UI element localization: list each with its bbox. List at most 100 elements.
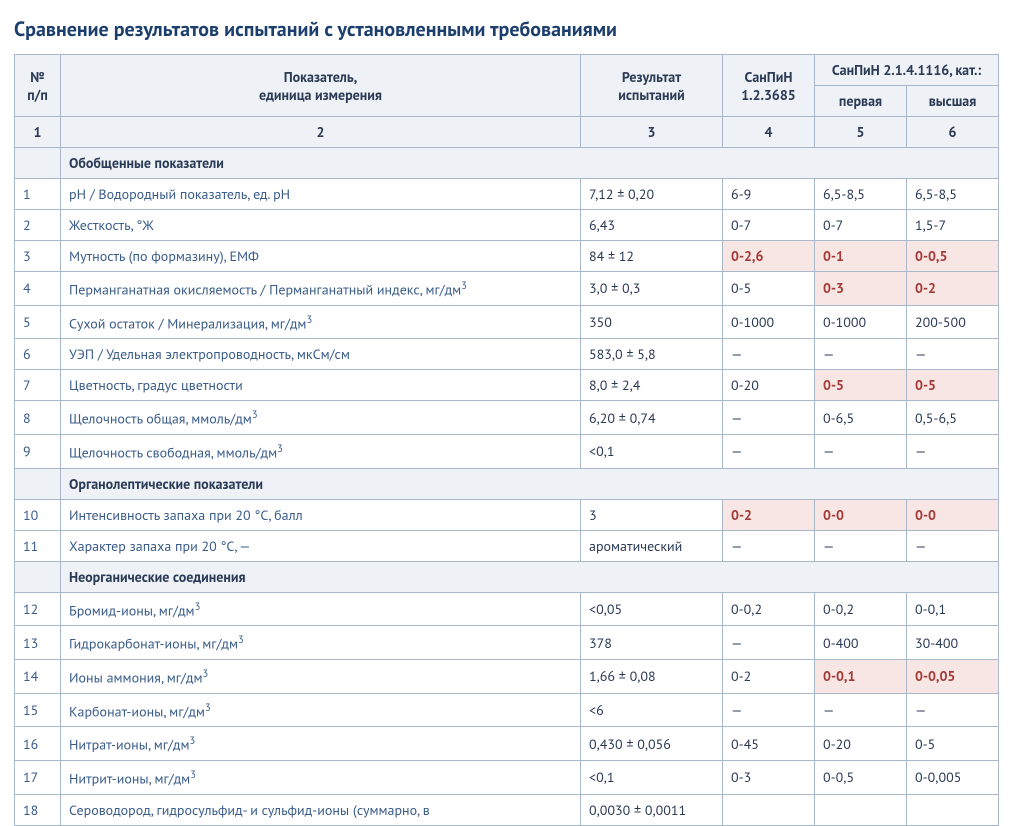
cell-san2-high: 0-0,1 [907,592,999,626]
cell-san2-high: 0-2 [907,272,999,306]
cell-name: Перманганатная окисляемость / Пермангана… [61,272,581,306]
cell-name: Цветность, градус цветности [61,370,581,401]
table-row: 6УЭП / Удельная электропроводность, мкСм… [15,339,999,370]
colnum-4: 4 [723,117,815,148]
cell-result: 6,20 ± 0,74 [581,401,723,435]
cell-result: 0,430 ± 0,056 [581,727,723,761]
cell-san2-first: 0-0,1 [815,659,907,693]
cell-san2-first: 0-3 [815,272,907,306]
cell-name: УЭП / Удельная электропроводность, мкСм/… [61,339,581,370]
table-body: Обобщенные показатели1pH / Водородный по… [15,148,999,826]
cell-name: Нитрит-ионы, мг/дм3 [61,760,581,794]
cell-result: <6 [581,693,723,727]
cell-san2-first: 0-0 [815,499,907,530]
column-number-row: 1 2 3 4 5 6 [15,117,999,148]
cell-san1: 0-0,2 [723,592,815,626]
col-header-san2-group: СанПиН 2.1.4.1116, кат.: [815,55,999,86]
cell-san2-high: — [907,434,999,468]
cell-san2-high: 0-5 [907,727,999,761]
cell-san2-high: 0-0,05 [907,659,999,693]
cell-san2-high: — [907,339,999,370]
cell-san1: 0-45 [723,727,815,761]
cell-san2-high: — [907,693,999,727]
col-header-name: Показатель,единица измерения [61,55,581,117]
results-table: №п/п Показатель,единица измерения Резуль… [14,54,999,826]
cell-san2-high: — [907,530,999,561]
cell-san2-high: 0-5 [907,370,999,401]
cell-result: 350 [581,305,723,339]
table-row: 10Интенсивность запаха при 20 °С, балл30… [15,499,999,530]
cell-name: Щелочность общая, ммоль/дм3 [61,401,581,435]
cell-san1: 0-2 [723,659,815,693]
cell-san2-first: 0-0,5 [815,760,907,794]
cell-num: 17 [15,760,61,794]
cell-san2-first: 0-7 [815,210,907,241]
cell-san1 [723,794,815,825]
cell-num: 12 [15,592,61,626]
cell-san2-first: — [815,693,907,727]
col-header-num: №п/п [15,55,61,117]
section-num-blank [15,148,61,179]
table-row: 17Нитрит-ионы, мг/дм3<0,10-30-0,50-0,005 [15,760,999,794]
cell-num: 7 [15,370,61,401]
page-title: Сравнение результатов испытаний с устано… [14,16,999,42]
cell-num: 13 [15,626,61,660]
table-row: 1pH / Водородный показатель, ед. pH7,12 … [15,179,999,210]
cell-result: 3,0 ± 0,3 [581,272,723,306]
cell-san2-first: 0-400 [815,626,907,660]
table-head: №п/п Показатель,единица измерения Резуль… [15,55,999,148]
cell-san2-first [815,794,907,825]
section-num-blank [15,468,61,499]
cell-san2-first: 0-5 [815,370,907,401]
cell-result: <0,1 [581,434,723,468]
cell-num: 1 [15,179,61,210]
section-row: Органолептические показатели [15,468,999,499]
table-row: 9Щелочность свободная, ммоль/дм3<0,1——— [15,434,999,468]
cell-name: Ионы аммония, мг/дм3 [61,659,581,693]
table-row: 7Цветность, градус цветности8,0 ± 2,40-2… [15,370,999,401]
table-row: 4Перманганатная окисляемость / Перманган… [15,272,999,306]
cell-san1: — [723,626,815,660]
cell-san1: 0-20 [723,370,815,401]
cell-san1: 0-5 [723,272,815,306]
table-row: 11Характер запаха при 20 °С, —ароматичес… [15,530,999,561]
cell-san1: 6-9 [723,179,815,210]
cell-num: 11 [15,530,61,561]
cell-name: Характер запаха при 20 °С, — [61,530,581,561]
cell-san1: — [723,339,815,370]
colnum-6: 6 [907,117,999,148]
cell-num: 5 [15,305,61,339]
section-title: Неорганические соединения [61,561,999,592]
cell-result: 0,0030 ± 0,0011 [581,794,723,825]
table-row: 18Сероводород, гидросульфид- и сульфид-и… [15,794,999,825]
cell-san1: — [723,530,815,561]
table-row: 8Щелочность общая, ммоль/дм36,20 ± 0,74—… [15,401,999,435]
colnum-1: 1 [15,117,61,148]
colnum-2: 2 [61,117,581,148]
cell-san2-first: 6,5-8,5 [815,179,907,210]
cell-san2-high: 6,5-8,5 [907,179,999,210]
cell-san2-high: 0-0,5 [907,241,999,272]
cell-result: <0,05 [581,592,723,626]
cell-san2-high [907,794,999,825]
cell-san2-first: 0-1000 [815,305,907,339]
cell-num: 4 [15,272,61,306]
section-row: Обобщенные показатели [15,148,999,179]
table-row: 13Гидрокарбонат-ионы, мг/дм3378—0-40030-… [15,626,999,660]
cell-name: Карбонат-ионы, мг/дм3 [61,693,581,727]
cell-san1: 0-7 [723,210,815,241]
table-row: 5Сухой остаток / Минерализация, мг/дм335… [15,305,999,339]
cell-name: Интенсивность запаха при 20 °С, балл [61,499,581,530]
cell-san2-first: 0-20 [815,727,907,761]
cell-num: 16 [15,727,61,761]
cell-san2-first: — [815,339,907,370]
cell-san2-high: 0-0 [907,499,999,530]
section-num-blank [15,561,61,592]
cell-num: 10 [15,499,61,530]
cell-num: 2 [15,210,61,241]
section-title: Органолептические показатели [61,468,999,499]
cell-san2-first: 0-6,5 [815,401,907,435]
cell-name: Бромид-ионы, мг/дм3 [61,592,581,626]
cell-num: 18 [15,794,61,825]
cell-name: Сероводород, гидросульфид- и сульфид-ион… [61,794,581,825]
